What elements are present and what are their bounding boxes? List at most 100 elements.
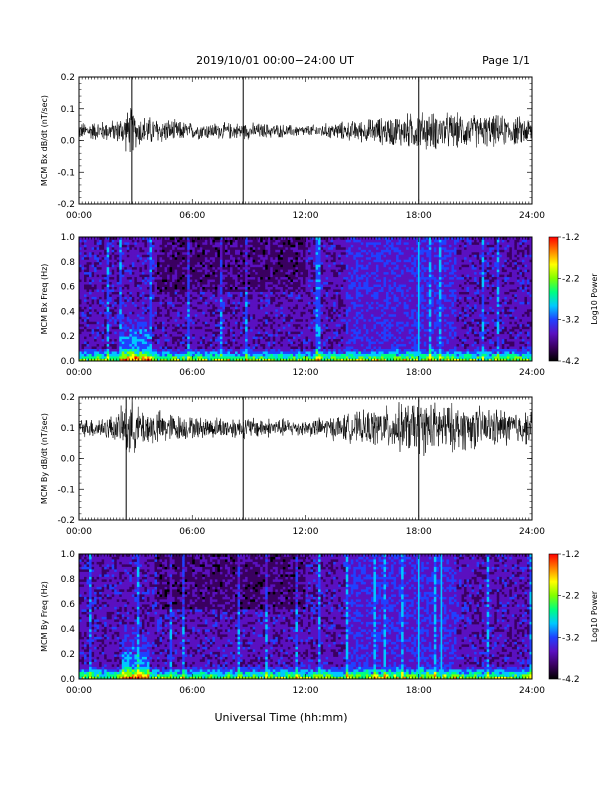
spectrogram-cell — [139, 247, 142, 250]
spectrogram-cell — [220, 277, 223, 280]
spectrogram-cell — [253, 339, 256, 342]
spectrogram-cell — [147, 331, 150, 334]
spectrogram-cell — [122, 259, 125, 262]
spectrogram-cell — [137, 259, 140, 262]
spectrogram-cell — [250, 339, 253, 342]
spectrogram-cell — [225, 311, 228, 314]
spectrogram-cell — [167, 334, 170, 337]
spectrogram-cell — [212, 274, 215, 277]
spectrogram-cell — [182, 326, 185, 329]
spectrogram-cell — [190, 292, 193, 295]
spectrogram-cell — [92, 304, 95, 307]
spectrogram-cell — [142, 301, 145, 304]
spectrogram-cell — [238, 331, 241, 334]
spectrogram-cell — [142, 269, 145, 272]
spectrogram-cell — [157, 351, 160, 354]
spectrogram-cell — [114, 282, 117, 285]
spectrogram-cell — [283, 239, 286, 242]
spectrogram-cell — [180, 319, 183, 322]
spectrogram-cell — [170, 349, 173, 352]
spectrogram-cell — [132, 326, 135, 329]
spectrogram-cell — [172, 316, 175, 319]
spectrogram-cell — [165, 331, 168, 334]
spectrogram-cell — [129, 269, 132, 272]
spectrogram-cell — [210, 341, 213, 344]
spectrogram-cell — [253, 304, 256, 307]
spectrogram-cell — [268, 277, 271, 280]
spectrogram-cell — [132, 344, 135, 347]
spectrogram-cell — [129, 239, 132, 242]
spectrogram-cell — [180, 329, 183, 332]
spectrogram-cell — [134, 242, 137, 245]
spectrogram-cell — [109, 326, 112, 329]
spectrogram-cell — [250, 336, 253, 339]
spectrogram-cell — [235, 239, 238, 242]
spectrogram-cell — [200, 249, 203, 252]
spectrogram-cell — [107, 354, 110, 357]
spectrogram-cell — [306, 247, 309, 250]
spectrogram-cell — [290, 269, 293, 272]
spectrogram-cell — [94, 354, 97, 357]
spectrogram-cell — [152, 336, 155, 339]
spectrogram-cell — [82, 301, 85, 304]
spectrogram-cell — [157, 294, 160, 297]
spectrogram-cell — [270, 269, 273, 272]
spectrogram-cell — [220, 252, 223, 255]
spectrogram-cell — [117, 262, 120, 265]
spectrogram-cell — [175, 314, 178, 317]
spectrogram-cell — [134, 244, 137, 247]
spectrogram-cell — [172, 346, 175, 349]
spectrogram-cell — [180, 354, 183, 357]
spectrogram-cell — [132, 324, 135, 327]
spectrogram-cell — [280, 324, 283, 327]
spectrogram-cell — [99, 349, 102, 352]
spectrogram-cell — [258, 309, 261, 312]
spectrogram-cell — [255, 284, 258, 287]
spectrogram-cell — [295, 242, 298, 245]
spectrogram-cell — [230, 329, 233, 332]
spectrogram-cell — [157, 274, 160, 277]
spectrogram-cell — [92, 267, 95, 270]
spectrogram-cell — [275, 259, 278, 262]
spectrogram-cell — [303, 257, 306, 260]
spectrogram-cell — [124, 264, 127, 267]
spectrogram-cell — [295, 249, 298, 252]
spectrogram-cell — [217, 282, 220, 285]
spectrogram-cell — [114, 329, 117, 332]
spectrogram-cell — [129, 314, 132, 317]
spectrogram-cell — [255, 264, 258, 267]
spectrogram-cell — [139, 297, 142, 300]
spectrogram-cell — [144, 349, 147, 352]
spectrogram-cell — [298, 239, 301, 242]
spectrogram-cell — [170, 301, 173, 304]
spectrogram-cell — [175, 294, 178, 297]
spectrogram-cell — [248, 252, 251, 255]
spectrogram-cell — [94, 321, 97, 324]
spectrogram-cell — [147, 324, 150, 327]
spectrogram-cell — [190, 341, 193, 344]
spectrogram-cell — [245, 282, 248, 285]
spectrogram-cell — [165, 354, 168, 357]
spectrogram-cell — [248, 294, 251, 297]
spectrogram-cell — [147, 326, 150, 329]
spectrogram-cell — [170, 299, 173, 302]
spectrogram-cell — [112, 284, 115, 287]
spectrogram-cell — [290, 324, 293, 327]
spectrogram-cell — [212, 259, 215, 262]
spectrogram-cell — [147, 257, 150, 260]
spectrogram-cell — [290, 331, 293, 334]
spectrogram-cell — [117, 331, 120, 334]
spectrogram-cell — [197, 289, 200, 292]
spectrogram-cell — [187, 299, 190, 302]
spectrogram-cell — [238, 277, 241, 280]
spectrogram-cell — [288, 244, 291, 247]
spectrogram-cell — [306, 264, 309, 267]
spectrogram-cell — [182, 294, 185, 297]
spectrogram-cell — [300, 299, 303, 302]
spectrogram-cell — [202, 326, 205, 329]
spectrogram-cell — [155, 287, 158, 290]
spectrogram-cell — [230, 306, 233, 309]
spectrogram-cell — [273, 289, 276, 292]
spectrogram-cell — [265, 301, 268, 304]
spectrogram-cell — [210, 349, 213, 352]
